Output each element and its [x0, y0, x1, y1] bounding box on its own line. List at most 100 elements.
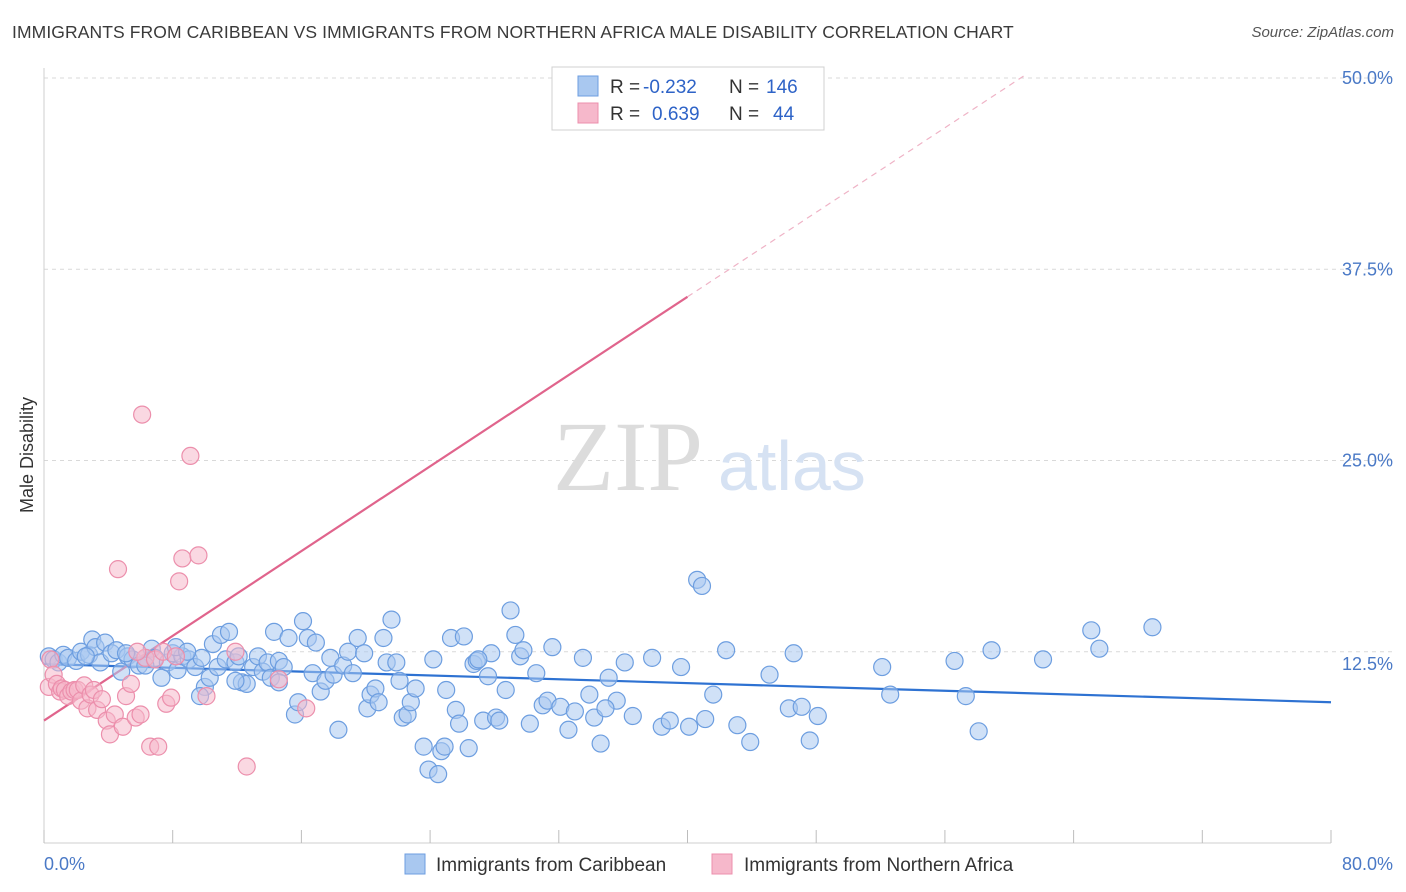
northern-africa-point: [121, 674, 140, 693]
caribbean-point: [226, 671, 245, 690]
chart-title: IMMIGRANTS FROM CARIBBEAN VS IMMIGRANTS …: [12, 22, 1014, 42]
caribbean-point: [306, 633, 325, 652]
caribbean-point: [808, 706, 827, 726]
caribbean-point: [692, 576, 712, 596]
caribbean-point: [459, 739, 478, 758]
northern-africa-point: [237, 757, 256, 776]
bottom-legend-label-caribbean: Immigrants from Caribbean: [436, 855, 666, 876]
caribbean-point: [792, 697, 811, 716]
caribbean-point: [580, 685, 599, 704]
caribbean-point: [406, 679, 425, 698]
watermark-zip: ZIP: [553, 401, 703, 512]
caribbean-point: [496, 680, 515, 700]
caribbean-point: [881, 685, 900, 704]
legend-r-label-northern-africa: R =: [610, 104, 640, 125]
caribbean-point: [800, 731, 819, 750]
caribbean-point: [596, 699, 615, 718]
caribbean-point: [599, 668, 618, 687]
northern-africa-point: [128, 642, 147, 661]
series-legend: Immigrants from Caribbean Immigrants fro…: [404, 853, 1014, 876]
legend-swatch-northern-africa: [577, 102, 599, 124]
source-credit: Source: ZipAtlas.com: [1251, 24, 1394, 41]
y-tick-label: 25.0%: [1342, 451, 1393, 471]
caribbean-point: [1143, 618, 1162, 637]
caribbean-point: [873, 657, 892, 677]
caribbean-point: [728, 716, 747, 735]
caribbean-point: [623, 706, 642, 726]
caribbean-point: [369, 693, 388, 712]
caribbean-point: [704, 685, 723, 704]
caribbean-point: [520, 714, 539, 733]
y-tick-label: 12.5%: [1342, 654, 1393, 674]
caribbean-point: [514, 641, 533, 660]
legend-r-label-caribbean: R =: [610, 77, 640, 98]
northern-africa-point: [269, 670, 288, 689]
caribbean-point: [671, 657, 691, 677]
northern-africa-point: [133, 405, 152, 424]
grid-layer: [44, 77, 1392, 653]
caribbean-point: [478, 667, 498, 686]
bottom-legend-label-northern-africa: Immigrants from Northern Africa: [744, 855, 1014, 876]
caribbean-point: [956, 687, 975, 706]
caribbean-point: [945, 651, 964, 671]
northern-africa-point: [189, 546, 208, 565]
caribbean-point: [219, 622, 239, 641]
caribbean-point: [387, 653, 406, 672]
northern-africa-point: [297, 699, 316, 718]
legend-r-value-northern-africa: 0.639: [652, 104, 700, 125]
northern-africa-point: [226, 642, 245, 661]
legend-n-value-caribbean: 146: [766, 77, 798, 98]
northern-africa-point: [161, 688, 181, 707]
caribbean-point: [374, 628, 393, 648]
northern-africa-point: [92, 690, 112, 709]
y-axis-title: Male Disability: [17, 397, 37, 513]
northern-africa-point: [170, 572, 189, 591]
trend-layer: [43, 74, 1332, 722]
labels-layer: 12.5% 25.0% 37.5% 50.0% 0.0% 80.0% Male Disabi…: [17, 68, 1393, 874]
axes-layer: [43, 68, 1332, 844]
caribbean-point: [293, 612, 313, 631]
caribbean-point: [355, 644, 374, 663]
caribbean-point: [382, 610, 401, 629]
northern-africa-point: [41, 650, 60, 669]
caribbean-point: [506, 625, 525, 645]
northern-africa-trend-extension: [687, 74, 1026, 298]
caribbean-point: [741, 732, 760, 752]
caribbean-point: [982, 641, 1001, 660]
caribbean-point: [543, 638, 562, 657]
points-layer: [39, 405, 1162, 784]
caribbean-point: [643, 648, 662, 667]
caribbean-point: [424, 650, 443, 669]
caribbean-point: [279, 628, 298, 648]
watermark: ZIP atlas: [553, 401, 866, 512]
caribbean-point: [573, 648, 593, 667]
caribbean-point: [414, 737, 433, 756]
caribbean-point: [696, 709, 715, 729]
caribbean-point: [615, 653, 634, 672]
northern-africa-point: [173, 549, 192, 568]
caribbean-point: [969, 722, 988, 741]
caribbean-point: [760, 665, 779, 684]
caribbean-point: [343, 664, 362, 683]
caribbean-point: [449, 714, 469, 733]
caribbean-point: [390, 671, 409, 690]
caribbean-point: [76, 647, 95, 666]
caribbean-point: [660, 711, 679, 730]
stats-legend: R = -0.232 N = 146 R = 0.639 N = 44: [551, 66, 825, 131]
caribbean-point: [469, 650, 488, 669]
caribbean-point: [437, 680, 456, 700]
caribbean-point: [1033, 650, 1053, 669]
bottom-legend-swatch-caribbean: [404, 853, 426, 875]
caribbean-point: [680, 717, 699, 736]
caribbean-point: [454, 627, 473, 646]
caribbean-point: [565, 702, 584, 721]
caribbean-point: [329, 720, 348, 739]
legend-swatch-caribbean: [577, 75, 599, 97]
caribbean-point: [1082, 621, 1101, 640]
legend-n-label-northern-africa: N =: [729, 104, 759, 125]
northern-africa-point: [113, 717, 132, 736]
caribbean-point: [112, 662, 131, 681]
legend-n-label-caribbean: N =: [729, 77, 759, 98]
caribbean-point: [429, 765, 448, 784]
